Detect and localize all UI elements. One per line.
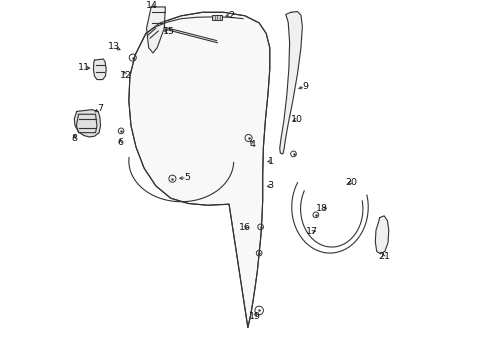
Text: 19: 19 — [249, 312, 261, 321]
Text: 15: 15 — [163, 27, 175, 36]
Text: 2: 2 — [228, 10, 234, 19]
Text: 3: 3 — [268, 181, 273, 190]
Polygon shape — [129, 12, 270, 328]
Text: 5: 5 — [184, 173, 190, 182]
Polygon shape — [375, 216, 389, 254]
Polygon shape — [74, 110, 100, 137]
Text: 16: 16 — [239, 223, 251, 232]
Text: 10: 10 — [292, 115, 303, 124]
Text: 6: 6 — [117, 138, 123, 147]
Text: 18: 18 — [316, 204, 328, 213]
Text: 13: 13 — [108, 42, 120, 51]
Text: 12: 12 — [120, 71, 132, 80]
Text: 9: 9 — [302, 82, 308, 91]
Bar — [213, 15, 222, 21]
Text: 20: 20 — [345, 178, 357, 187]
Text: 17: 17 — [306, 227, 318, 236]
Text: 11: 11 — [78, 63, 90, 72]
Text: 21: 21 — [378, 252, 390, 261]
Text: 14: 14 — [146, 1, 158, 10]
Text: 8: 8 — [72, 134, 77, 143]
Polygon shape — [94, 59, 106, 80]
Text: 4: 4 — [250, 140, 256, 149]
Polygon shape — [280, 12, 302, 154]
Polygon shape — [147, 7, 165, 53]
Text: 7: 7 — [97, 104, 103, 113]
Text: 1: 1 — [268, 157, 273, 166]
